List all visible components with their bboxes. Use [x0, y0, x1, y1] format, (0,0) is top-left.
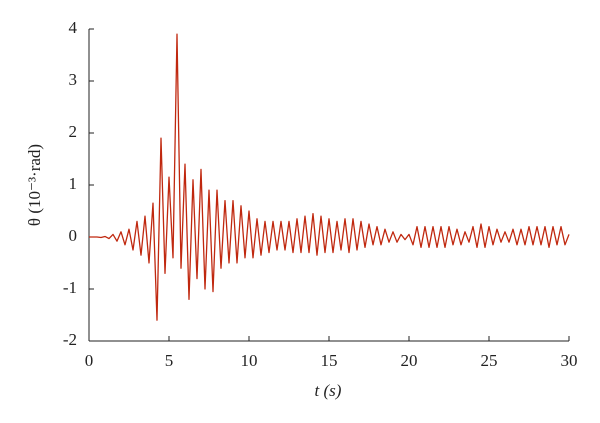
y-tick-label: 2	[69, 122, 78, 141]
x-tick-label: 30	[561, 351, 578, 370]
x-tick-label: 15	[321, 351, 338, 370]
y-tick-label: 0	[69, 226, 78, 245]
x-tick-label: 25	[481, 351, 498, 370]
x-axis-label: t (s)	[315, 381, 342, 400]
y-tick-label: 1	[69, 174, 78, 193]
y-tick-label: -1	[63, 278, 77, 297]
x-tick-label: 0	[85, 351, 94, 370]
data-line	[89, 33, 570, 321]
x-tick-label: 20	[401, 351, 418, 370]
x-tick-label: 10	[241, 351, 258, 370]
y-tick-label: 4	[69, 18, 78, 37]
y-axis-label: θ (10⁻³·rad)	[25, 144, 44, 226]
y-tick-label: -2	[63, 330, 77, 349]
x-tick-label: 5	[165, 351, 174, 370]
y-tick-label: 3	[69, 70, 78, 89]
